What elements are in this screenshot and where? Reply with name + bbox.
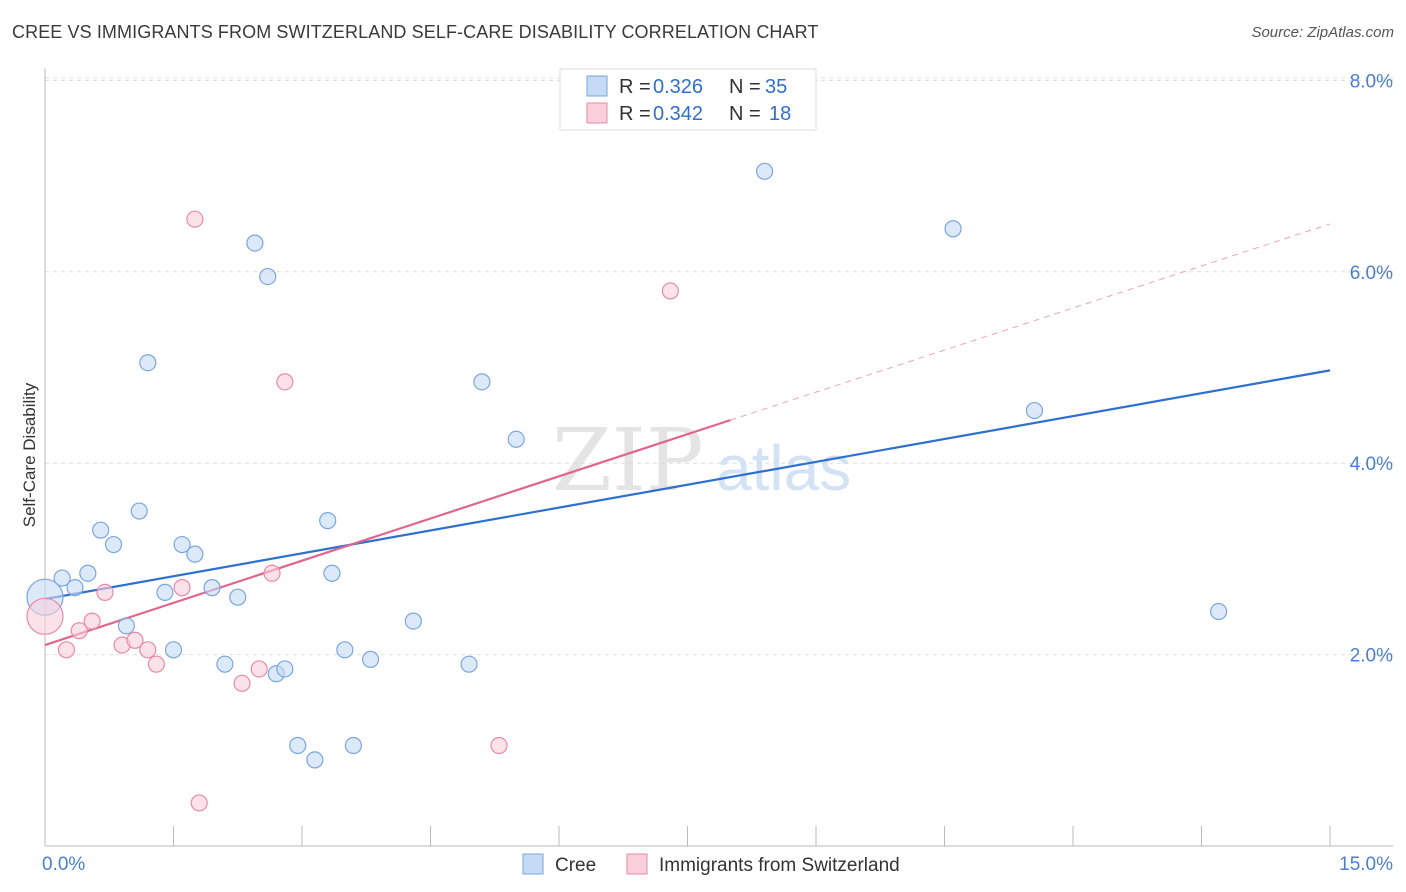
trend-line-cree — [44, 369, 1331, 601]
legend-box: R = 0.326 N = 35 R = 0.342 N = 18 — [559, 68, 817, 131]
point-switzerland — [70, 622, 88, 640]
point-cree — [117, 617, 135, 635]
point-cree — [130, 502, 148, 520]
point-cree — [216, 655, 234, 673]
point-cree — [276, 660, 294, 678]
point-cree — [53, 569, 71, 587]
point-switzerland — [233, 674, 251, 692]
point-cree — [104, 535, 123, 554]
point-switzerland — [190, 794, 208, 812]
point-switzerland — [173, 579, 191, 597]
point-cree — [1025, 401, 1044, 420]
point-switzerland — [96, 583, 114, 601]
point-cree — [203, 579, 221, 597]
point-cree — [323, 564, 341, 582]
legend-n-value-cree: 35 — [765, 76, 787, 98]
point-switzerland — [126, 631, 144, 649]
point-cree — [92, 521, 110, 539]
y-axis-label: Self-Care Disability — [20, 382, 39, 527]
point-cree — [164, 641, 183, 659]
point-switzerland — [83, 612, 101, 630]
legend-n-label-cree: N = — [729, 76, 761, 98]
trend-line-switzerland — [44, 419, 731, 647]
trend-extension-switzerland — [730, 223, 1331, 421]
source-label: Source: ZipAtlas.com — [1251, 24, 1394, 41]
bottom-legend-label-cree: Cree — [555, 855, 596, 876]
legend-r-label-switzerland: R = — [619, 103, 651, 125]
point-cree — [173, 535, 191, 554]
legend-r-label-cree: R = — [619, 76, 651, 98]
legend-swatch-switzerland — [586, 102, 608, 124]
point-cree — [473, 373, 491, 391]
point-switzerland — [276, 373, 294, 391]
point-cree — [319, 512, 337, 530]
point-switzerland — [250, 660, 268, 678]
point-cree — [336, 641, 354, 659]
point-cree — [259, 267, 277, 286]
tick-labels: 2.0% 4.0% 6.0% 8.0% 0.0% 15.0% — [42, 71, 1393, 875]
watermark: ZIP atlas — [552, 411, 851, 511]
x-tick-label: 15.0% — [1339, 854, 1393, 875]
point-cree — [460, 655, 478, 673]
point-cree — [289, 736, 307, 755]
legend-swatch-cree — [586, 75, 608, 97]
bottom-legend: Cree Immigrants from Switzerland — [522, 853, 900, 876]
point-cree — [344, 736, 362, 755]
point-cree — [507, 430, 525, 448]
point-switzerland — [147, 655, 165, 673]
axes — [44, 68, 1393, 847]
y-tick-label: 6.0% — [1350, 263, 1393, 284]
point-cree — [944, 220, 962, 238]
point-switzerland — [139, 641, 157, 659]
point-cree — [79, 564, 97, 582]
point-cree — [156, 583, 174, 601]
legend-r-value-cree: 0.326 — [653, 76, 703, 98]
point-cree — [246, 234, 264, 252]
point-cree — [361, 650, 380, 668]
point-switzerland — [57, 641, 76, 659]
legend-r-value-switzerland: 0.342 — [653, 103, 703, 125]
point-switzerland — [661, 282, 679, 300]
point-switzerland — [186, 210, 204, 228]
point-cree — [186, 545, 204, 563]
point-cree — [404, 612, 422, 630]
y-tick-label: 8.0% — [1350, 71, 1393, 92]
bottom-legend-label-switzerland: Immigrants from Switzerland — [659, 855, 900, 876]
grid-lines — [45, 77, 1393, 656]
point-switzerland — [490, 736, 508, 755]
point-switzerland — [263, 564, 281, 582]
point-cree — [229, 588, 247, 606]
point-switzerland — [26, 597, 64, 635]
point-cree — [1210, 602, 1228, 621]
legend-n-value-switzerland: 18 — [769, 103, 791, 125]
point-cree — [755, 162, 774, 180]
y-tick-label: 2.0% — [1350, 646, 1393, 667]
trend-lines — [44, 223, 1331, 647]
legend-n-label-switzerland: N = — [729, 103, 761, 125]
y-tick-label: 4.0% — [1350, 454, 1393, 475]
bottom-legend-swatch-switzerland — [626, 853, 648, 875]
data-points — [26, 162, 1228, 812]
point-cree — [306, 751, 324, 769]
point-cree — [66, 579, 84, 597]
point-cree — [139, 354, 157, 372]
chart-title: CREE VS IMMIGRANTS FROM SWITZERLAND SELF… — [12, 22, 819, 42]
x-tick-label: 0.0% — [42, 854, 85, 875]
bottom-legend-swatch-cree — [522, 853, 544, 875]
